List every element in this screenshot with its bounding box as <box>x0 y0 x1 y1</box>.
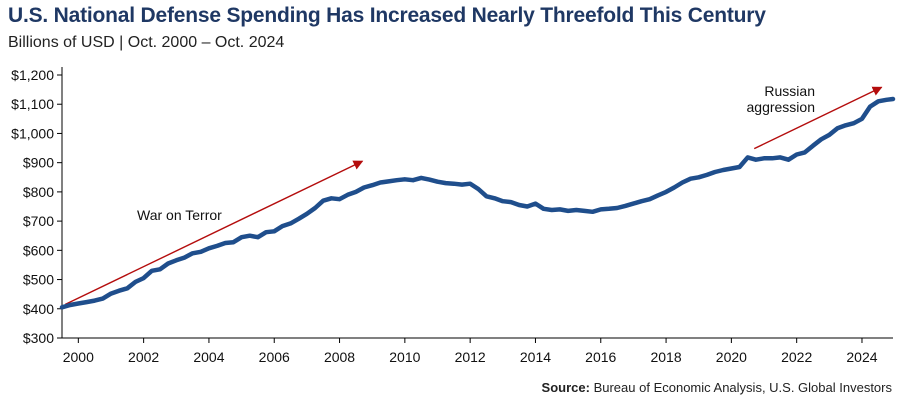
x-tick-label: 2002 <box>128 349 159 365</box>
source-label: Source: <box>541 380 590 395</box>
x-tick-label: 2022 <box>781 349 812 365</box>
war-on-terror-arrow <box>64 160 364 306</box>
y-tick-label: $300 <box>23 330 54 346</box>
y-tick-label: $1,200 <box>11 67 54 83</box>
russian-label: Russian <box>764 83 815 99</box>
chart-subtitle: Billions of USD | Oct. 2000 – Oct. 2024 <box>8 34 285 51</box>
x-tick-label: 2004 <box>193 349 224 365</box>
x-tick-label: 2006 <box>259 349 290 365</box>
x-tick-label: 2000 <box>63 349 94 365</box>
y-tick-label: $600 <box>23 242 54 258</box>
x-tick-label: 2012 <box>455 349 486 365</box>
x-tick-label: 2014 <box>520 349 551 365</box>
chart-title: U.S. National Defense Spending Has Incre… <box>8 4 766 27</box>
aggression-label: aggression <box>747 99 816 115</box>
source-text: Bureau of Economic Analysis, U.S. Global… <box>593 380 892 395</box>
y-tick-label: $900 <box>23 155 54 171</box>
y-tick-label: $500 <box>23 272 54 288</box>
x-tick-label: 2018 <box>650 349 681 365</box>
x-tick-label: 2010 <box>389 349 420 365</box>
war-on-terror-label: War on Terror <box>137 207 222 223</box>
russian-aggression-arrow <box>753 86 883 150</box>
x-tick-label: 2024 <box>846 349 877 365</box>
x-tick-label: 2016 <box>585 349 616 365</box>
y-tick-label: $1,000 <box>11 125 54 141</box>
source-note: Source: Bureau of Economic Analysis, U.S… <box>542 380 892 395</box>
y-tick-label: $400 <box>23 301 54 317</box>
x-tick-label: 2008 <box>324 349 355 365</box>
y-tick-label: $800 <box>23 184 54 200</box>
chart-axes: $300 $400 $500 $600 $700 $800 $900 $1,000 $1,100… <box>11 67 893 365</box>
chart-series <box>59 96 896 310</box>
y-tick-label: $1,100 <box>11 96 54 112</box>
x-tick-label: 2020 <box>716 349 747 365</box>
series-line-defense-spending <box>59 96 896 310</box>
y-tick-label: $700 <box>23 213 54 229</box>
